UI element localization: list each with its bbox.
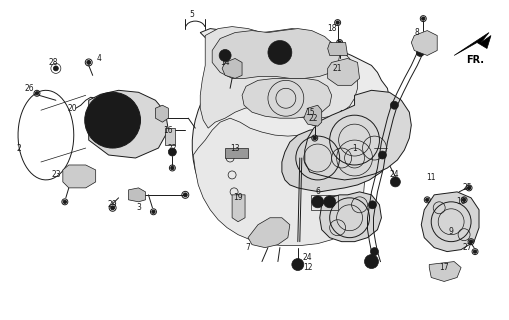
Circle shape [416,49,425,56]
Circle shape [84,92,140,148]
Circle shape [467,186,471,189]
Circle shape [338,41,341,44]
Circle shape [369,201,377,209]
Circle shape [110,206,115,210]
Text: 3: 3 [136,203,141,212]
Circle shape [334,67,346,78]
Polygon shape [305,90,411,180]
Circle shape [268,41,292,64]
Polygon shape [282,118,389,192]
Text: 17: 17 [439,263,449,272]
Polygon shape [212,28,340,78]
Text: 24: 24 [389,171,399,180]
Circle shape [87,60,91,64]
Polygon shape [421,192,479,252]
Circle shape [426,198,429,202]
Text: 11: 11 [427,173,436,182]
Polygon shape [232,195,245,222]
Circle shape [312,196,324,208]
Text: 27: 27 [462,243,472,252]
Circle shape [417,36,429,49]
Circle shape [324,196,335,208]
Polygon shape [454,33,491,55]
Circle shape [101,108,125,132]
Polygon shape [222,59,242,78]
Polygon shape [155,105,168,122]
Circle shape [219,50,231,61]
Polygon shape [411,31,437,55]
Text: 2: 2 [17,144,21,153]
Polygon shape [129,188,146,202]
Circle shape [473,250,477,253]
Text: 14: 14 [220,58,230,67]
Text: 9: 9 [449,227,454,236]
Text: 13: 13 [230,144,240,153]
Text: 6: 6 [315,188,320,196]
Circle shape [183,193,187,197]
Polygon shape [193,110,364,246]
Polygon shape [165,128,175,145]
Text: 20: 20 [68,104,77,113]
Polygon shape [248,218,290,248]
Circle shape [364,255,379,268]
Circle shape [336,21,340,24]
Circle shape [35,92,39,95]
Polygon shape [242,78,332,118]
Circle shape [421,17,425,20]
Text: 12: 12 [303,263,313,272]
Polygon shape [63,165,96,188]
Circle shape [345,68,355,77]
Circle shape [66,169,80,183]
Circle shape [53,66,59,71]
Circle shape [390,101,399,109]
Circle shape [390,177,401,187]
Text: 22: 22 [309,114,319,123]
Circle shape [312,121,316,124]
Text: FR.: FR. [466,55,484,65]
Text: 22: 22 [167,144,177,153]
Text: 23: 23 [51,171,61,180]
Polygon shape [192,28,389,242]
Text: 1: 1 [352,144,357,153]
Circle shape [313,136,317,140]
Text: 5: 5 [190,10,195,19]
Circle shape [168,148,176,156]
Circle shape [292,259,304,270]
Text: 4: 4 [96,54,101,63]
Text: 28: 28 [48,58,58,67]
Circle shape [463,198,466,202]
Circle shape [63,200,67,204]
Polygon shape [328,59,359,85]
Circle shape [84,171,94,181]
Polygon shape [328,43,348,55]
Text: 8: 8 [415,28,419,37]
Circle shape [91,98,134,142]
Circle shape [469,240,473,243]
Circle shape [371,248,379,256]
Text: 24: 24 [303,253,313,262]
Text: 7: 7 [245,243,250,252]
Text: 21: 21 [333,64,343,73]
Text: 26: 26 [24,84,34,93]
Circle shape [171,166,174,170]
Circle shape [152,210,155,213]
Text: 18: 18 [327,24,336,33]
Text: 25: 25 [462,183,472,192]
Circle shape [379,151,386,159]
Polygon shape [320,192,381,242]
Circle shape [236,196,240,199]
Text: 15: 15 [305,108,315,117]
Polygon shape [225,148,248,158]
Circle shape [273,45,287,60]
Polygon shape [304,105,322,126]
Text: 29: 29 [108,200,118,209]
Text: 19: 19 [233,193,243,202]
Text: 16: 16 [163,126,173,135]
Polygon shape [200,27,357,128]
Polygon shape [89,90,168,158]
Text: 10: 10 [456,197,466,206]
Polygon shape [429,261,461,282]
